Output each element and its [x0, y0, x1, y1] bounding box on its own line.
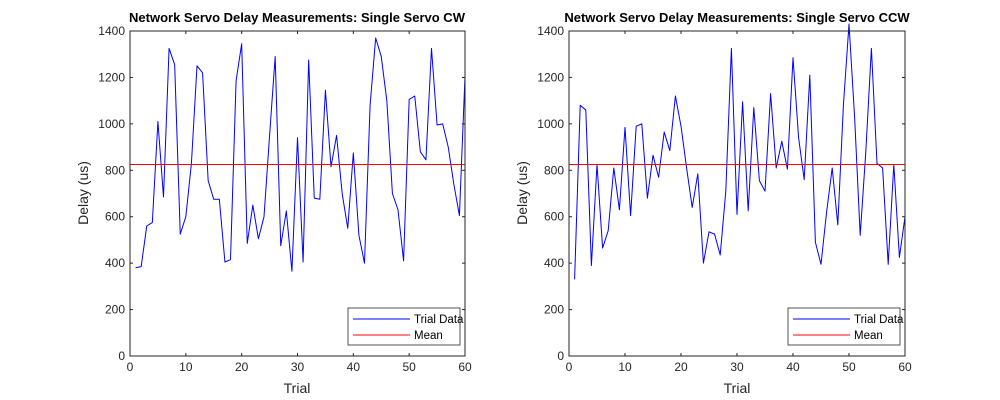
y-tick-label: 600 [544, 210, 564, 224]
chart-title: Network Servo Delay Measurements: Single… [129, 10, 466, 25]
y-tick-label: 0 [118, 349, 125, 363]
y-tick-label: 1000 [537, 117, 564, 131]
axes-box [129, 30, 466, 357]
legend-box [787, 307, 901, 346]
x-tick-label: 50 [402, 360, 416, 374]
x-tick-label: 0 [566, 360, 573, 374]
x-axis-label: Trial [284, 380, 311, 396]
chart-cw: Network Servo Delay Measurements: Single… [75, 10, 472, 396]
legend: Trial Data Mean [787, 307, 904, 346]
chart-ccw: Network Servo Delay Measurements: Single… [514, 10, 912, 396]
y-tick-label: 0 [557, 349, 564, 363]
x-tick-label: 10 [179, 360, 193, 374]
x-tick-label: 0 [127, 360, 134, 374]
plot-area [569, 31, 905, 356]
series-line-trial-data [135, 37, 466, 272]
y-tick-label: 400 [544, 256, 564, 270]
legend-label-trial-data: Trial Data [854, 314, 904, 326]
x-tick-label: 40 [786, 360, 800, 374]
legend-label-trial-data: Trial Data [414, 314, 464, 326]
x-tick-label: 60 [458, 360, 472, 374]
plot-area [130, 31, 465, 356]
y-tick-label: 1200 [537, 70, 564, 84]
y-tick-label: 600 [105, 210, 125, 224]
x-tick-label: 30 [730, 360, 744, 374]
x-tick-label: 20 [674, 360, 688, 374]
legend-box [347, 307, 461, 346]
y-tick-label: 800 [544, 163, 564, 177]
y-tick-label: 200 [105, 303, 125, 317]
y-axis-label: Delay (us) [75, 161, 91, 225]
legend: Trial Data Mean [347, 307, 464, 346]
series-line-trial-data [574, 23, 906, 280]
y-tick-label: 1000 [98, 117, 125, 131]
plot-lines [130, 37, 466, 272]
legend-label-mean: Mean [854, 330, 883, 342]
x-tick-label: 50 [842, 360, 856, 374]
y-tick-label: 200 [544, 303, 564, 317]
x-tick-label: 30 [291, 360, 305, 374]
y-tick-label: 400 [105, 256, 125, 270]
x-tick-label: 10 [618, 360, 632, 374]
legend-label-mean: Mean [414, 330, 443, 342]
y-tick-label: 800 [105, 163, 125, 177]
x-tick-label: 20 [235, 360, 249, 374]
y-tick-label: 1400 [537, 24, 564, 38]
y-tick-label: 1200 [98, 70, 125, 84]
x-tick-label: 60 [898, 360, 912, 374]
chart-title: Network Servo Delay Measurements: Single… [564, 10, 910, 25]
plot-lines [569, 23, 906, 280]
y-tick-label: 1400 [98, 24, 125, 38]
y-axis-label: Delay (us) [514, 161, 530, 225]
x-tick-label: 40 [347, 360, 361, 374]
axes-box [568, 30, 906, 357]
x-axis-label: Trial [724, 380, 751, 396]
